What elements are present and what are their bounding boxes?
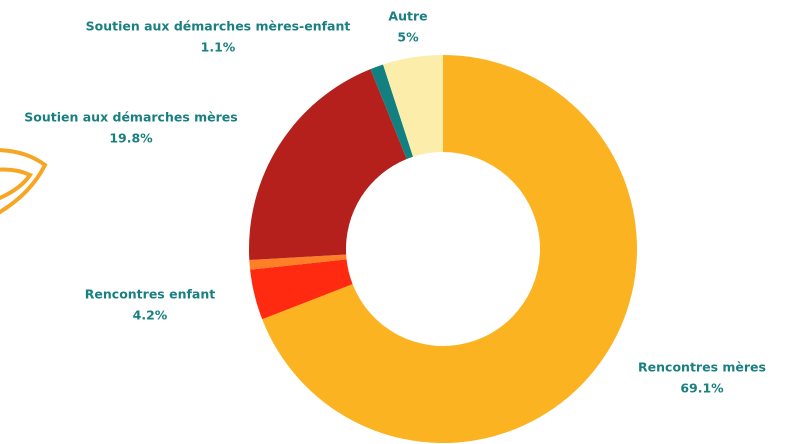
donut-slice: [249, 69, 407, 260]
slice-label: Autre: [388, 9, 427, 24]
donut-slice: [370, 64, 414, 160]
donut-slice: [249, 254, 347, 270]
donut-slice: [262, 55, 637, 443]
donut-slice: [383, 55, 443, 157]
slice-label: Rencontres enfant: [85, 287, 215, 302]
value-label: 5%: [397, 30, 419, 45]
value-label: 1.1%: [201, 40, 236, 55]
slice-label: Soutien aux démarches mères-enfant: [86, 19, 351, 34]
value-label: 19.8%: [109, 131, 153, 146]
slice-label: Soutien aux démarches mères: [24, 110, 237, 125]
value-label: 4.2%: [133, 308, 168, 323]
donut-slice: [250, 259, 353, 320]
decoration: [0, 148, 48, 215]
value-label: 69.1%: [680, 381, 724, 396]
slice-label: Rencontres mères: [638, 360, 766, 375]
